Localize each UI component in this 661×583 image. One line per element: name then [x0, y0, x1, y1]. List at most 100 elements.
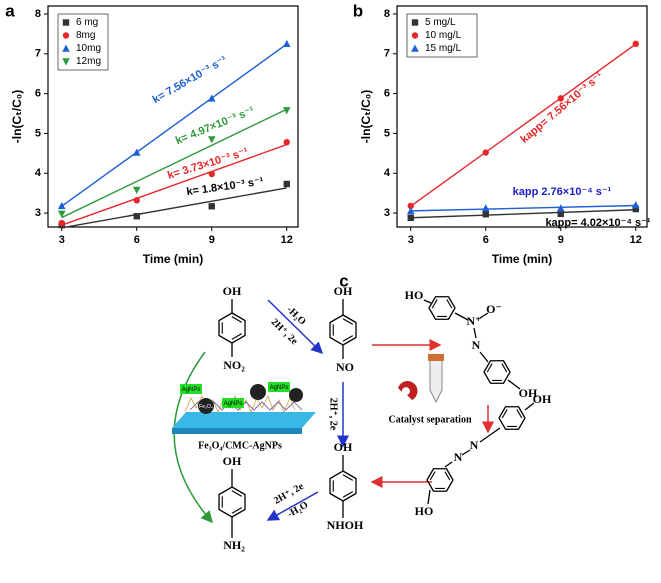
tube [429, 359, 443, 404]
fit-line [410, 204, 636, 212]
x-tick-label: 9 [558, 234, 564, 246]
benzene-ring [329, 314, 357, 346]
group-label: OH [533, 392, 552, 406]
group-label: N [470, 438, 479, 452]
legend-label: 10 mg/L [425, 30, 462, 41]
group-label: NO [336, 360, 354, 374]
separation-label: Catalyst separation [388, 414, 471, 425]
plot-frame [396, 5, 648, 228]
tube-cap [428, 354, 444, 361]
data-point [132, 148, 141, 156]
double-bond [231, 333, 243, 340]
y-tick-label: 5 [35, 127, 41, 139]
ag-tag [268, 382, 290, 392]
data-point [133, 213, 140, 220]
data-point [481, 204, 490, 212]
ag-tag-label: AgNPs [182, 387, 201, 393]
y-tick-label: 4 [384, 167, 391, 179]
x-axis-title: Time (min) [143, 252, 203, 266]
y-tick-label: 4 [35, 167, 42, 179]
group-label: NHOH [327, 518, 364, 532]
arrow-label: -H₂O [284, 304, 308, 327]
fit-line [61, 143, 287, 226]
legend-marker [62, 44, 70, 52]
x-tick-label: 6 [483, 234, 489, 246]
group-label: HO [415, 504, 434, 518]
data-point [133, 197, 140, 204]
x-tick-label: 3 [59, 234, 65, 246]
bond [444, 461, 453, 468]
x-tick-label: 12 [630, 234, 642, 246]
data-point [482, 211, 489, 218]
data-point [283, 138, 290, 146]
fit-line [410, 43, 637, 207]
benzene-ring [483, 360, 511, 384]
arrow-label: 2H⁺, 2e [328, 398, 339, 431]
x-tick-label: 12 [281, 234, 293, 246]
benzene-ring [426, 468, 454, 492]
group-label: OH [519, 386, 538, 400]
catalyst-surface [172, 412, 316, 428]
group-label: OH [223, 284, 242, 298]
y-axis-title: -ln(Cₜ/C₀) [10, 90, 24, 143]
bond [479, 427, 501, 443]
group-label: N [454, 450, 463, 464]
double-bond [342, 491, 354, 498]
bond [524, 402, 535, 411]
y-tick-label: 6 [35, 88, 41, 100]
double-bond [231, 316, 243, 323]
annotation: k= 7.56×10⁻³ s⁻¹ [151, 54, 230, 106]
legend-marker [62, 19, 70, 26]
bond [507, 379, 521, 390]
data-point [58, 219, 65, 227]
y-tick-label: 3 [35, 207, 41, 219]
y-tick-label: 3 [384, 207, 390, 219]
data-point [207, 94, 216, 102]
x-tick-label: 6 [134, 234, 140, 246]
benzene-ring [218, 312, 246, 344]
ag-tag [180, 384, 202, 394]
fit-line [61, 108, 288, 219]
legend-label: 6 mg [76, 17, 98, 28]
reaction-diagram: c -H₂O 2H⁺, 2e 2H⁺, 2e 2H⁺, 2e -H₂O OH N… [172, 271, 552, 552]
data-point [57, 210, 66, 218]
benzene-ring [218, 486, 246, 518]
data-point [407, 202, 414, 210]
data-point [207, 136, 216, 144]
arrow [267, 299, 324, 355]
double-bond [429, 471, 436, 481]
legend-label: 5 mg/L [425, 17, 456, 28]
magnet [398, 381, 418, 400]
ag-tag [222, 398, 244, 408]
fe-tag-label: Fe₃O₄ [199, 404, 213, 410]
bond [461, 449, 471, 456]
data-point [208, 170, 215, 178]
y-axis-title: -ln(Cₜ/C₀) [359, 90, 373, 143]
arrow-label: -H₂O [286, 499, 311, 520]
bond [454, 312, 469, 321]
group-label: OH [334, 284, 353, 298]
y-tick-label: 7 [384, 48, 390, 60]
bond [479, 351, 489, 363]
double-bond [516, 409, 523, 419]
data-point [557, 210, 564, 218]
annotation: kapp= 4.02×10⁻⁴ s⁻¹ [545, 217, 650, 229]
panel-label: a [5, 1, 15, 20]
double-bond [231, 507, 243, 514]
legend-marker [62, 32, 70, 39]
catalyst-label: Fe₃O₄/CMC-AgNPs [198, 440, 282, 451]
double-bond [486, 363, 493, 373]
double-bond [501, 363, 508, 373]
data-point [57, 201, 66, 210]
double-bond [342, 474, 354, 481]
data-point [406, 207, 415, 215]
group-label: OH [223, 454, 242, 468]
arrow [266, 491, 319, 521]
panel-label: c [339, 271, 348, 290]
data-point [632, 205, 639, 213]
group-label: O⁻ [486, 302, 502, 316]
data-point [632, 40, 639, 48]
bond [473, 327, 477, 339]
